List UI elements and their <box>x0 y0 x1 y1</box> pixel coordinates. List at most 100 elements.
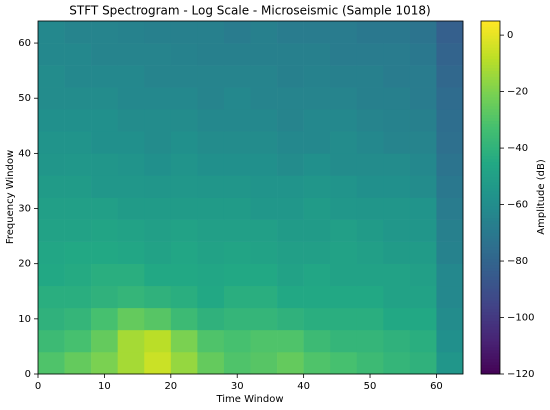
heatmap-cell <box>117 197 145 220</box>
heatmap-cell <box>436 285 464 309</box>
colorbar-segment <box>481 321 500 325</box>
heatmap-cell <box>91 285 118 309</box>
heatmap-cell <box>197 307 225 331</box>
heatmap-cell <box>91 351 118 375</box>
heatmap-cell <box>64 153 92 176</box>
plot-frame <box>37 20 464 375</box>
heatmap-cell <box>170 87 198 110</box>
heatmap-cell <box>250 131 278 154</box>
y-tick-label: 40 <box>18 148 31 159</box>
colorbar-segment <box>481 253 500 257</box>
heatmap-cell <box>250 153 278 176</box>
heatmap-cell <box>356 285 384 309</box>
colorbar-segment <box>481 235 500 240</box>
heatmap-cell <box>223 109 251 132</box>
heatmap-cell <box>38 153 65 176</box>
colorbar-segment <box>481 247 500 251</box>
heatmap-cell <box>356 197 384 220</box>
colorbar-segment <box>481 209 500 213</box>
heatmap-cell <box>303 285 331 309</box>
colorbar-segment <box>481 221 500 225</box>
heatmap-cell <box>356 131 384 154</box>
heatmap-cell <box>144 175 172 198</box>
heatmap-cell <box>144 307 172 331</box>
colorbar-segment <box>481 106 500 110</box>
colorbar-segment <box>481 85 500 90</box>
heatmap-cell <box>170 175 198 198</box>
colorbar-segment <box>481 188 500 193</box>
heatmap-cell <box>436 263 464 287</box>
colorbar-segment <box>481 326 500 331</box>
heatmap-cell <box>38 43 65 66</box>
colorbar-segment <box>481 315 500 319</box>
colorbar-segment <box>481 241 500 246</box>
heatmap-cell <box>277 153 304 176</box>
colorbar-segment <box>481 229 500 234</box>
heatmap-cell <box>409 219 437 242</box>
heatmap-cell <box>38 65 65 88</box>
heatmap-cell <box>356 109 384 132</box>
colorbar-segment <box>481 194 500 198</box>
heatmap-cell <box>436 21 464 44</box>
heatmap-cell <box>197 285 225 309</box>
colorbar-segment <box>481 329 500 334</box>
heatmap-cell <box>303 65 331 88</box>
colorbar-segment <box>481 173 500 178</box>
colorbar-segment <box>481 291 500 296</box>
heatmap-cell <box>330 329 358 353</box>
colorbar-segment <box>481 129 500 134</box>
heatmap-cell <box>303 241 331 264</box>
heatmap-cell <box>277 351 304 375</box>
heatmap-cell <box>303 351 331 375</box>
colorbar-segment <box>481 226 500 231</box>
heatmap-cell <box>64 175 92 198</box>
heatmap-cell <box>409 65 437 88</box>
heatmap-cell <box>170 219 198 242</box>
colorbar-segment <box>481 153 500 157</box>
heatmap-cell <box>277 109 304 132</box>
colorbar-segment <box>481 162 500 166</box>
heatmap-cell <box>197 219 225 242</box>
colorbar-segment <box>481 112 500 116</box>
colorbar-segment <box>481 91 500 96</box>
heatmap-cell <box>250 21 278 44</box>
heatmap-cell <box>64 109 92 132</box>
colorbar-segment <box>481 38 500 43</box>
heatmap-cell <box>170 109 198 132</box>
heatmap-cell <box>197 109 225 132</box>
heatmap-cell <box>409 351 437 375</box>
colorbar-segment <box>481 347 500 351</box>
x-tick-label: 30 <box>231 381 244 392</box>
colorbar-segment <box>481 126 500 131</box>
heatmap-cell <box>197 351 225 375</box>
heatmap-cell <box>170 153 198 176</box>
x-tick-label: 20 <box>164 381 177 392</box>
heatmap-cell <box>223 175 251 198</box>
heatmap-cell <box>383 219 411 242</box>
colorbar-segment <box>481 56 500 60</box>
heatmap-cell <box>144 285 172 309</box>
heatmap-cell <box>356 351 384 375</box>
heatmap-cell <box>330 65 358 88</box>
colorbar-tick-label: 0 <box>507 30 513 41</box>
heatmap-cell <box>91 109 118 132</box>
colorbar-segment <box>481 268 500 272</box>
heatmap-cell <box>436 131 464 154</box>
heatmap-cell <box>277 219 304 242</box>
heatmap-cell <box>144 329 172 353</box>
heatmap-cell <box>409 43 437 66</box>
heatmap-cell <box>197 153 225 176</box>
heatmap-cell <box>64 131 92 154</box>
colorbar-segment <box>481 344 500 349</box>
heatmap-cell <box>409 87 437 110</box>
heatmap-cell <box>223 21 251 44</box>
heatmap-cell <box>356 241 384 264</box>
heatmap-cell <box>91 65 118 88</box>
heatmap-cell <box>170 197 198 220</box>
colorbar-segment <box>481 79 500 84</box>
heatmap-cell <box>117 219 145 242</box>
x-tick-label: 60 <box>430 381 443 392</box>
heatmap-cell <box>91 329 118 353</box>
colorbar-segment <box>481 356 500 360</box>
heatmap-cell <box>91 175 118 198</box>
